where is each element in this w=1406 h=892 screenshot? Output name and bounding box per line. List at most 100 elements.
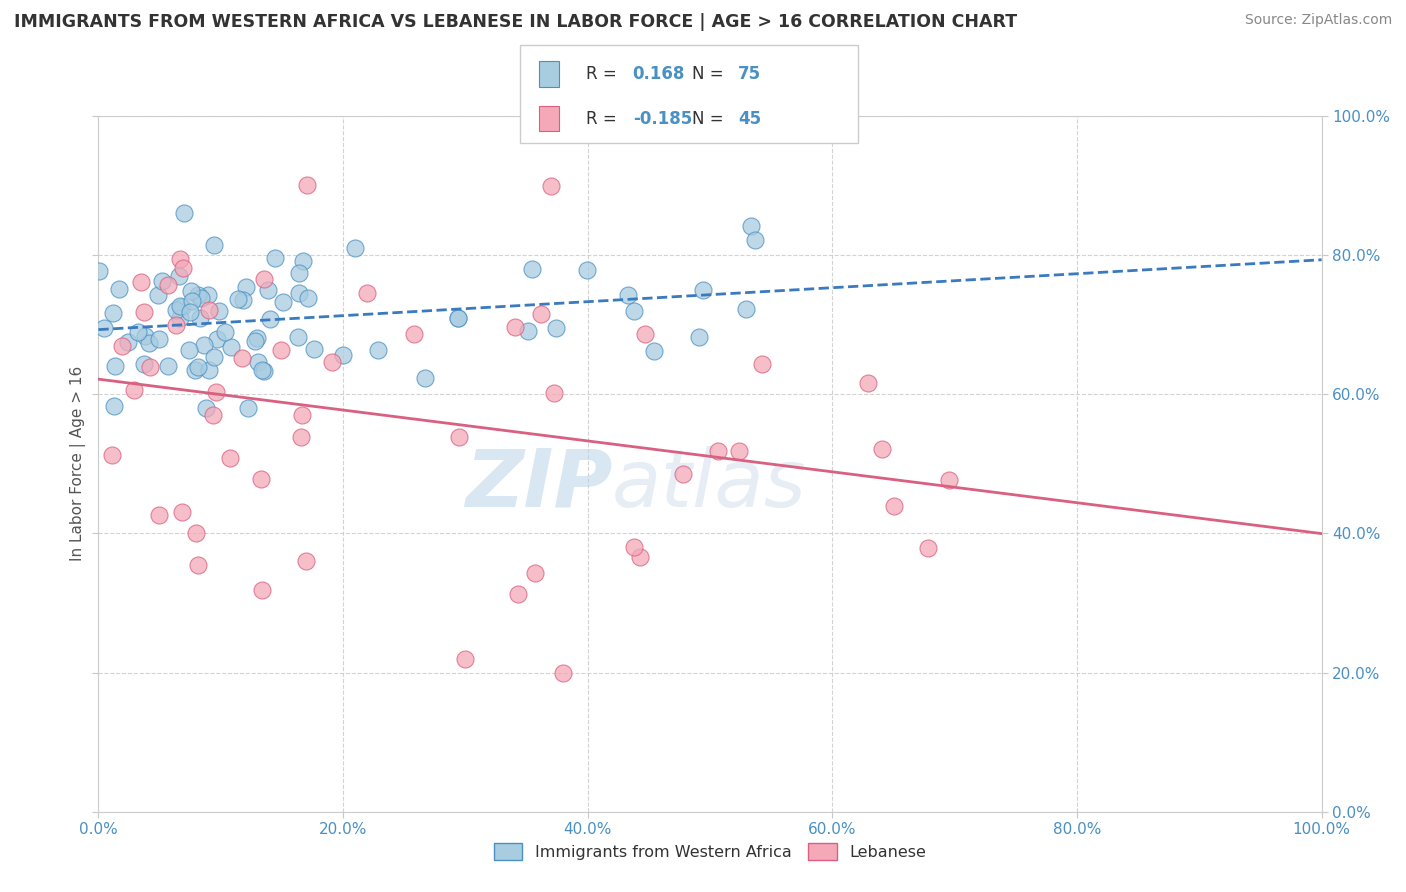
- Point: [287, 285, 309, 300]
- Y-axis label: In Labor Force | Age > 16: In Labor Force | Age > 16: [70, 367, 86, 561]
- Point: [256, 284, 278, 298]
- Point: [93, 320, 115, 334]
- Point: [197, 363, 219, 377]
- Point: [172, 260, 194, 275]
- Point: [751, 357, 773, 371]
- Point: [198, 303, 221, 318]
- Point: [127, 325, 149, 339]
- Point: [517, 324, 540, 338]
- Point: [188, 311, 211, 326]
- Point: [744, 233, 766, 247]
- Point: [332, 348, 354, 362]
- Point: [344, 241, 367, 255]
- Point: [208, 304, 231, 318]
- Point: [146, 288, 169, 302]
- Text: 75: 75: [738, 65, 761, 83]
- Point: [883, 499, 905, 513]
- Point: [402, 327, 425, 342]
- Point: [197, 288, 219, 302]
- Point: [290, 429, 312, 443]
- Point: [616, 287, 638, 301]
- Point: [540, 178, 562, 193]
- Point: [522, 262, 544, 277]
- Point: [111, 339, 134, 353]
- Point: [295, 554, 318, 568]
- Point: [634, 326, 657, 341]
- Point: [148, 508, 170, 522]
- Text: atlas: atlas: [612, 446, 807, 524]
- Text: Source: ZipAtlas.com: Source: ZipAtlas.com: [1244, 13, 1392, 28]
- Point: [297, 291, 319, 305]
- Point: [252, 582, 274, 597]
- Text: ZIP: ZIP: [465, 446, 612, 524]
- Point: [231, 351, 253, 365]
- Point: [87, 264, 110, 278]
- Text: 0.168: 0.168: [633, 65, 685, 83]
- Point: [356, 286, 378, 301]
- Point: [692, 283, 714, 297]
- Point: [249, 473, 271, 487]
- Text: 45: 45: [738, 110, 761, 128]
- Point: [173, 206, 195, 220]
- Point: [253, 272, 276, 286]
- Point: [218, 451, 240, 466]
- Point: [122, 383, 145, 397]
- Text: R =: R =: [586, 65, 623, 83]
- Point: [190, 291, 212, 305]
- Point: [447, 310, 470, 325]
- Point: [292, 253, 315, 268]
- Point: [628, 549, 651, 564]
- Point: [447, 311, 470, 326]
- Point: [138, 359, 160, 374]
- Point: [156, 359, 179, 374]
- Point: [181, 294, 204, 309]
- Point: [219, 340, 242, 354]
- Point: [226, 293, 249, 307]
- Point: [575, 262, 598, 277]
- Point: [186, 526, 208, 541]
- Point: [117, 334, 139, 349]
- Point: [740, 219, 762, 233]
- Point: [134, 329, 156, 343]
- Point: [367, 343, 389, 358]
- Text: -0.185: -0.185: [633, 110, 692, 128]
- Point: [530, 307, 553, 321]
- Point: [179, 343, 201, 357]
- Point: [195, 401, 218, 416]
- Point: [193, 338, 215, 352]
- Point: [202, 408, 225, 422]
- Point: [172, 300, 194, 314]
- Point: [454, 651, 477, 665]
- Point: [187, 359, 209, 374]
- Text: R =: R =: [586, 110, 623, 128]
- Point: [236, 401, 259, 416]
- Point: [544, 321, 567, 335]
- Point: [205, 385, 228, 400]
- Point: [872, 442, 894, 456]
- Point: [214, 325, 236, 339]
- Point: [623, 540, 645, 554]
- Text: N =: N =: [692, 110, 728, 128]
- Point: [250, 363, 273, 377]
- Point: [202, 238, 225, 252]
- Point: [235, 280, 257, 294]
- Point: [170, 505, 193, 519]
- Point: [287, 329, 309, 343]
- Point: [150, 274, 173, 288]
- Point: [506, 587, 529, 601]
- Point: [165, 302, 187, 317]
- Point: [184, 363, 207, 377]
- Point: [132, 305, 155, 319]
- Text: IMMIGRANTS FROM WESTERN AFRICA VS LEBANESE IN LABOR FORCE | AGE > 16 CORRELATION: IMMIGRANTS FROM WESTERN AFRICA VS LEBANE…: [14, 13, 1017, 31]
- Point: [138, 335, 160, 350]
- Point: [543, 386, 565, 401]
- Point: [246, 330, 269, 344]
- Point: [735, 301, 758, 316]
- Point: [232, 293, 254, 307]
- Point: [180, 284, 202, 298]
- Point: [132, 358, 155, 372]
- Point: [157, 277, 180, 292]
- Point: [623, 303, 645, 318]
- Point: [253, 364, 276, 378]
- Point: [503, 319, 526, 334]
